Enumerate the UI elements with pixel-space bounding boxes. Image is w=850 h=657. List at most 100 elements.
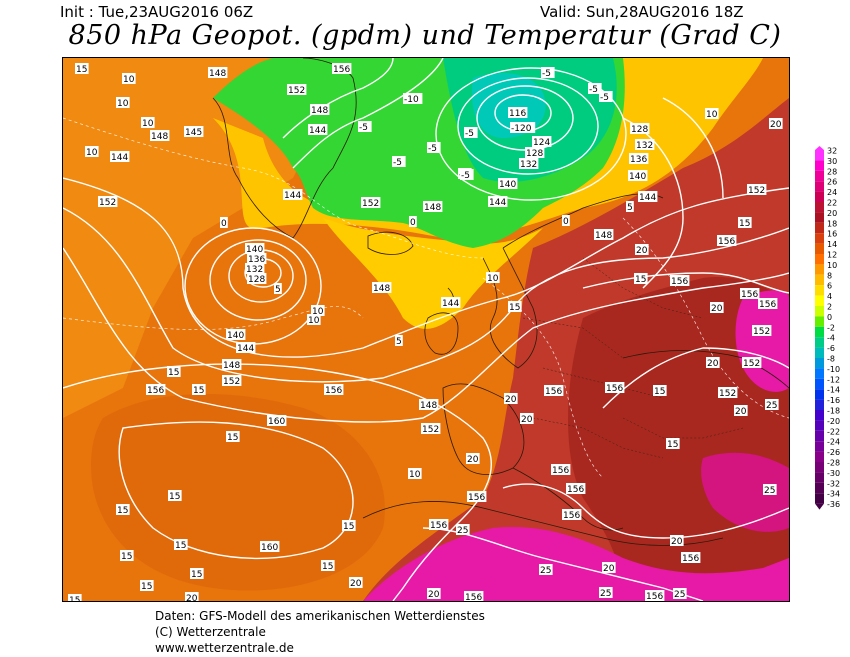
geopotential-label-box xyxy=(267,415,287,426)
geopotential-label: 132 xyxy=(520,160,537,170)
temperature-label-box xyxy=(634,273,648,284)
temperature-label-box xyxy=(307,314,321,325)
temperature-label: -5 xyxy=(461,171,470,181)
geopotential-label-box xyxy=(361,197,381,208)
temperature-label: 25 xyxy=(764,486,775,496)
temperature-label-box xyxy=(602,562,616,573)
legend-label: 20 xyxy=(827,209,837,218)
geopotential-label-box xyxy=(372,282,392,293)
temperature-label-box xyxy=(220,217,228,228)
geopotential-label-box xyxy=(740,288,760,299)
temperature-label-box xyxy=(670,535,684,546)
legend-color-band xyxy=(815,316,824,327)
geopotential-label: 160 xyxy=(261,543,278,553)
legend-color-band xyxy=(815,274,824,286)
legend-label: -22 xyxy=(827,427,840,436)
temperature-label: 20 xyxy=(186,594,198,601)
legend-color-band xyxy=(815,399,824,410)
legend-color-band xyxy=(815,170,824,182)
geopotential-label-box xyxy=(222,375,242,386)
legend-color-band xyxy=(815,150,824,161)
legend-label: 26 xyxy=(827,178,837,187)
temperature-label-box xyxy=(403,93,423,104)
temperature-label: 20 xyxy=(350,579,362,589)
temperature-label: 25 xyxy=(766,401,777,411)
geopotential-label-box xyxy=(184,126,204,137)
geopotential-label: 148 xyxy=(420,401,437,411)
geopotential-label: 152 xyxy=(362,199,379,209)
legend-label: 0 xyxy=(827,313,832,322)
geopotential-label-box xyxy=(635,139,655,150)
temperature-label: 0 xyxy=(410,218,416,228)
temperature-label: 15 xyxy=(739,219,750,229)
legend-label: -4 xyxy=(827,334,835,343)
temperature-label-box xyxy=(653,385,667,396)
geopotential-label: 152 xyxy=(99,198,116,208)
geopotential-label: 144 xyxy=(309,126,326,136)
temperature-label-box xyxy=(116,97,130,108)
legend-label: -14 xyxy=(827,386,840,395)
geopotential-label-box xyxy=(508,107,528,118)
geopotential-label: 124 xyxy=(533,138,550,148)
temperature-label-box xyxy=(466,453,480,464)
geopotential-label-box xyxy=(222,359,242,370)
temperature-label-box xyxy=(168,490,182,501)
temperature-label: 25 xyxy=(540,566,551,576)
geopotential-label: 152 xyxy=(743,359,760,369)
geopotential-label-box xyxy=(681,552,701,563)
legend-label: -32 xyxy=(827,479,840,488)
temperature-label: 5 xyxy=(396,337,402,347)
temperature-label: -10 xyxy=(404,95,419,105)
geopotential-label-box xyxy=(551,464,571,475)
legend-color-band xyxy=(815,441,824,452)
geopotential-label: 156 xyxy=(430,521,447,531)
weather-map: 148 152 156 148 144 148 145 144 152 144 140 136 132 1… xyxy=(62,57,790,602)
temperature-label: 20 xyxy=(603,564,615,574)
temperature-label-box xyxy=(539,564,553,575)
legend-color-band xyxy=(815,347,824,358)
legend-color-band xyxy=(815,254,824,265)
geopotential-label-box xyxy=(150,130,170,141)
legend-color-band xyxy=(815,462,824,473)
geopotential-label-box xyxy=(752,325,772,336)
temperature-label: 20 xyxy=(711,304,723,314)
geopotential-label-box xyxy=(441,297,461,308)
temperature-label: -5 xyxy=(465,129,474,139)
temperature-label-box xyxy=(120,550,134,561)
geopotential-label: 160 xyxy=(268,417,285,427)
temperature-label-box xyxy=(174,539,188,550)
geopotential-label-box xyxy=(236,342,256,353)
temperature-label-box xyxy=(192,384,206,395)
temperature-label: 10 xyxy=(86,148,98,158)
legend-color-band xyxy=(815,306,824,317)
geopotential-label: 144 xyxy=(442,299,459,309)
temperature-label: 15 xyxy=(168,368,179,378)
geopotential-label-box xyxy=(532,136,552,147)
temperature-label: 15 xyxy=(509,303,520,313)
temperature-label: -5 xyxy=(393,158,402,168)
geopotential-label: 156 xyxy=(333,65,350,75)
temperature-label-box xyxy=(541,67,555,78)
temperature-label-box xyxy=(588,83,602,94)
temperature-label-box xyxy=(321,560,335,571)
temperature-label-box xyxy=(520,413,534,424)
temperature-label-box xyxy=(85,146,99,157)
temperature-label: 20 xyxy=(521,415,533,425)
temperature-label: 15 xyxy=(193,386,204,396)
geopotential-label-box xyxy=(638,191,658,202)
geopotential-label-box xyxy=(421,423,441,434)
temperature-label: 20 xyxy=(428,590,440,600)
temperature-label-box xyxy=(486,272,500,283)
geopotential-label: 148 xyxy=(151,132,168,142)
temperature-label-box xyxy=(75,63,89,74)
geopotential-label: 156 xyxy=(465,593,482,601)
temperature-label-box xyxy=(673,588,687,599)
geopotential-label-box xyxy=(245,263,265,274)
geopotential-label-box xyxy=(519,158,539,169)
legend-label: -18 xyxy=(827,407,840,416)
geopotential-label: 156 xyxy=(563,511,580,521)
geopotential-label: 148 xyxy=(424,203,441,213)
geopotential-label-box xyxy=(742,357,762,368)
temperature-label: 15 xyxy=(635,275,646,285)
